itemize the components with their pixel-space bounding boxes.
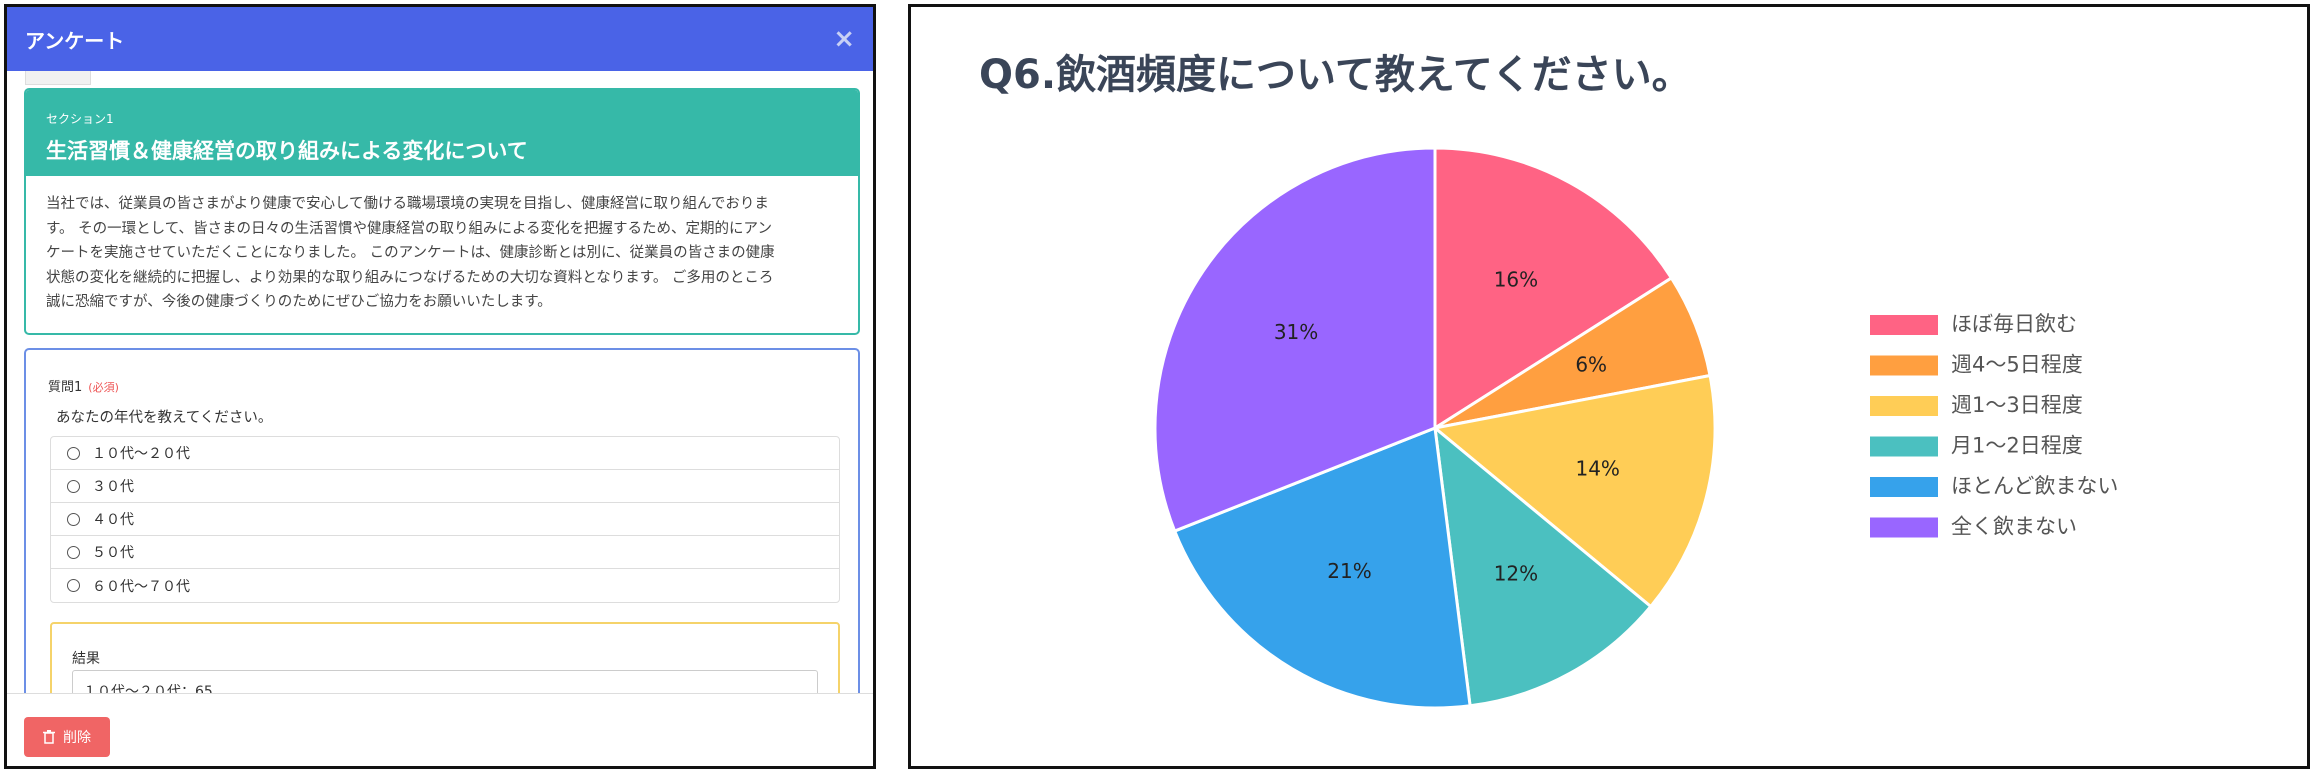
legend-swatch [1868,515,1940,540]
option-label: ６０代～７０代 [92,578,190,595]
options: １０代～２０代 ３０代 ４０代 ５０代 ６０代～７０代 [50,436,840,603]
slice-label: 31% [1274,320,1318,344]
modal-title: アンケート [25,28,125,53]
trash-icon [43,730,55,744]
section-label: セクション1 [46,112,114,126]
result-label: 結果 [72,651,100,667]
legend-label: 月1～2日程度 [1951,434,2083,458]
legend-swatch [1868,353,1940,378]
radio [67,512,80,526]
description-line: 当社では、従業員の皆さまがより健康で安心して働ける職場環境の実現を目指し、健康経… [46,196,769,212]
pie-slice [1153,146,1437,534]
question-number: 質問1 [48,380,83,395]
question-label: 質問1 (必須) [48,376,119,395]
result-field: １０代～２０代：65 [72,670,818,693]
legend-swatch [1868,434,1940,459]
legend-label: 全く飲まない [1951,515,2077,539]
chart: Q6.飲酒頻度について教えてください。 16% 6% 14% 12% 21% 31% ほぼ毎… [979,52,2118,710]
section-header: セクション1 生活習慣＆健康経営の取り組みによる変化について [26,90,858,176]
modal-body: セクション1 生活習慣＆健康経営の取り組みによる変化について 当社では、従業員の… [7,71,873,693]
option[interactable]: １０代～２０代 [51,437,839,470]
chart-panel: Q6.飲酒頻度について教えてください。 16% 6% 14% 12% 21% 31% ほぼ毎… [908,4,2310,769]
legend-label: 週4～5日程度 [1951,353,2083,377]
pie-slice [1172,425,1472,710]
slice-label: 14% [1575,456,1619,480]
option-label: ５０代 [92,545,134,561]
description-line: 状態の変化を継続的に把握し、より効果的な取り組みにつなげるための大切な資料となり… [46,269,774,286]
section-card: セクション1 生活習慣＆健康経営の取り組みによる変化について 当社では、従業員の… [24,88,860,335]
modal-header: アンケート × [7,7,873,71]
description-line: ケートを実施させていただくことになりました。 このアンケートは、健康診断とは別に… [46,245,775,261]
option-label: ３０代 [92,479,134,495]
slice-label: 21% [1327,559,1371,583]
legend-swatch [1868,394,1940,418]
option-label: ４０代 [92,512,134,528]
question-text: あなたの年代を教えてください。 [56,410,273,426]
slice-label: 12% [1494,562,1538,586]
slice-label: 6% [1575,353,1607,377]
option[interactable]: ５０代 [51,536,839,569]
radio [67,579,80,592]
chart-title: Q6.飲酒頻度について教えてください。 [979,52,1692,98]
description-line: 誠に恐縮ですが、今後の健康づくりのためにぜひご協力をお願いいたします。 [46,294,552,310]
result-box: 結果 １０代～２０代：65 [50,622,840,693]
option-label: １０代～２０代 [92,446,190,462]
survey-modal: アンケート × セクション1 生活習慣＆健康経営の取り組みによる変化について 当社… [4,4,876,769]
delete-button[interactable]: 削除 [24,717,110,757]
option[interactable]: ４０代 [51,503,839,536]
legend-label: ほぼ毎日飲む [1951,312,2077,336]
required-tag: (必須) [88,381,119,394]
section-title: 生活習慣＆健康経営の取り組みによる変化について [46,139,528,163]
tab [25,71,91,85]
modal-footer: 削除 [7,693,873,766]
pie-slice [1431,373,1717,609]
slice-label: 16% [1494,267,1538,291]
legend-swatch [1868,313,1940,337]
question-card: 質問1 (必須) あなたの年代を教えてください。 １０代～２０代 ３０代 ４０代 ５０代… [24,348,860,693]
radio [67,545,80,559]
option[interactable]: ３０代 [51,470,839,503]
radio [67,479,80,493]
pie-slice [1433,146,1674,431]
section-description: 当社では、従業員の皆さまがより健康で安心して働ける職場環境の実現を目指し、健康経… [26,176,858,331]
delete-label: 削除 [63,730,91,746]
legend-label: ほとんど飲まない [1951,474,2118,498]
radio [67,446,80,460]
description-line: す。 その一環として、皆さまの日々の生活習慣や健康経営の取り組みによる変化を把握… [46,220,772,237]
legend-swatch [1868,475,1940,499]
option[interactable]: ６０代～７０代 [51,569,839,602]
close-button[interactable]: × [833,24,855,54]
legend-label: 週1～3日程度 [1951,393,2083,417]
pie-slice [1433,424,1653,708]
